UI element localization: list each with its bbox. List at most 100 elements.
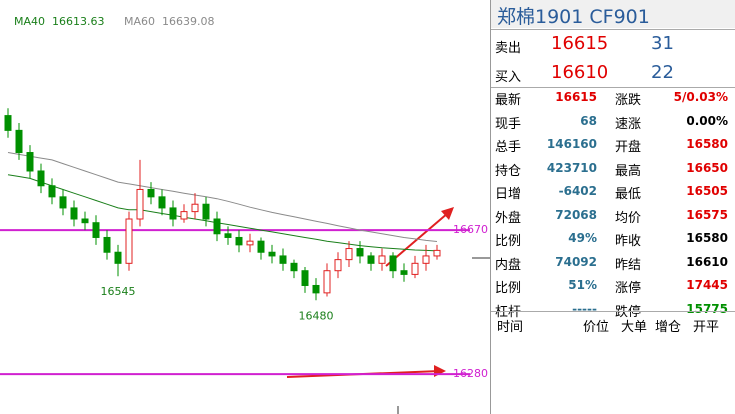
quote-value: 74092 (555, 254, 597, 269)
candle-body (169, 207, 177, 220)
quote-label: 内盘 (495, 257, 522, 273)
quote-value: 16580 (686, 137, 728, 151)
quote-value: ----- (572, 301, 597, 316)
ma-name: MA60 (124, 15, 155, 28)
candle-body (235, 236, 243, 246)
trade-header: 价位 (583, 320, 610, 335)
trade-header: 时间 (497, 320, 524, 335)
candle-body (202, 203, 210, 220)
ma-line (7, 152, 438, 242)
candle-body (312, 284, 320, 294)
quote-label: 持仓 (495, 163, 522, 179)
candle-body (224, 233, 232, 238)
quote-value: 68 (580, 113, 597, 128)
candle-body (334, 259, 342, 272)
quote-label: 昨收 (615, 234, 642, 249)
candle-body (59, 196, 67, 209)
candle-body (92, 222, 100, 238)
quote-label: 外盘 (495, 210, 522, 226)
candle-body (213, 218, 221, 235)
low-annotation: 16545 (101, 285, 136, 298)
candle-body (26, 152, 34, 172)
quote-value: 17445 (686, 278, 728, 292)
quote-label: 现手 (495, 116, 522, 132)
quote-label: 杠杆 (495, 304, 522, 320)
candle-body (4, 115, 12, 131)
quote-value: 5/0.03% (673, 90, 728, 104)
trade-header: 大单 (621, 320, 648, 335)
candle-body (290, 262, 298, 272)
candle-body (180, 211, 188, 220)
candle-body (48, 185, 56, 198)
low-annotation: 16480 (299, 309, 334, 322)
quote-value: 16650 (686, 160, 728, 175)
order-price: 16610 (551, 62, 609, 83)
separator (491, 29, 735, 30)
level-label: 16670 (453, 223, 488, 236)
quote-label: 最新 (495, 93, 522, 108)
order-volume: 31 (651, 33, 674, 54)
candle-body (378, 255, 386, 264)
quote-label: 总手 (495, 140, 522, 155)
candle-body (411, 262, 419, 275)
candle-body (345, 248, 353, 261)
quote-value: 51% (568, 278, 597, 292)
candle-body (301, 270, 309, 286)
candle-body (356, 248, 364, 257)
candle-body (323, 270, 331, 294)
candle-body (367, 255, 375, 264)
quote-label: 开盘 (615, 140, 642, 155)
candle-body (389, 255, 397, 272)
quote-label: 涨停 (615, 281, 642, 296)
quote-value: -6402 (558, 184, 597, 198)
candle-body (81, 218, 89, 224)
candle-body (103, 236, 111, 253)
candle-body (136, 188, 144, 220)
order-price: 16615 (551, 33, 609, 54)
candle-body (191, 203, 199, 213)
quote-label: 日增 (495, 187, 522, 202)
separator (491, 311, 735, 312)
trade-header: 增仓 (655, 320, 682, 335)
quote-value: 16580 (686, 231, 728, 245)
separator (491, 87, 735, 88)
quote-label: 均价 (615, 210, 642, 226)
quote-value: 16610 (686, 254, 728, 269)
quote-panel: 郑棉1901 CF901 卖出 16615 31 买入 16610 22 最新 16615 涨跌 5… (490, 0, 735, 414)
side-label: 买入 (495, 70, 522, 85)
candle-body (70, 207, 78, 220)
quote-label: 涨跌 (615, 93, 642, 108)
quote-label: 比例 (495, 281, 522, 296)
candle-body (257, 240, 265, 253)
price-chart: 16670 16280 MA40 16613.63 MA60 16639.08 16545 1… (0, 15, 490, 414)
arrow-head (434, 365, 446, 377)
quote-value: 0.00% (686, 113, 728, 128)
level-label: 16280 (453, 367, 488, 380)
title-bg (491, 0, 735, 28)
ma-value: 16613.63 (52, 15, 105, 28)
candle-body (37, 170, 45, 187)
side-label: 卖出 (495, 41, 522, 56)
trade-header: 开平 (693, 320, 720, 335)
quote-value: 146160 (546, 137, 597, 151)
ma-value: 16639.08 (162, 15, 215, 28)
candle-body (15, 129, 23, 154)
ma-line (7, 174, 438, 252)
candle-body (246, 240, 254, 246)
candle-body (433, 249, 441, 257)
candle-body (147, 188, 155, 198)
quote-label: 昨结 (615, 257, 642, 273)
arrow-head (441, 207, 454, 220)
candle-body (279, 255, 287, 264)
candle-body (400, 270, 408, 275)
quote-value: 16575 (686, 207, 728, 222)
quote-label: 比例 (495, 234, 522, 249)
quote-value: 49% (568, 231, 597, 245)
candle-body (268, 251, 276, 257)
candle-body (158, 196, 166, 209)
quote-value: 16615 (555, 90, 597, 104)
quote-label: 最高 (615, 163, 642, 179)
candle-body (422, 255, 430, 264)
